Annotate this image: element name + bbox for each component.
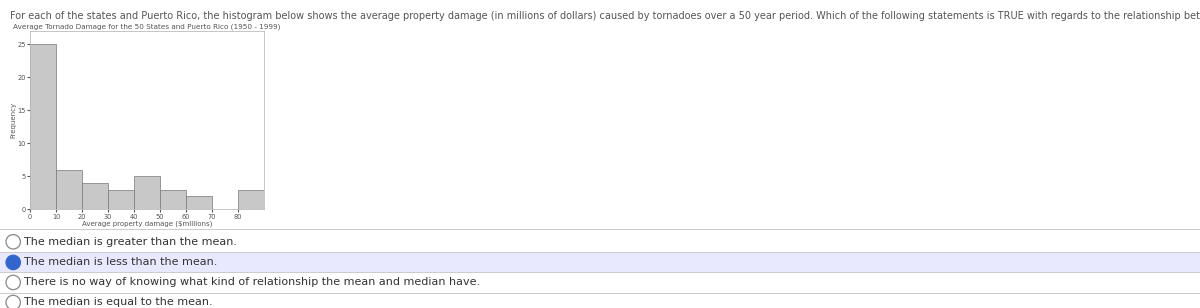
Text: The median is greater than the mean.: The median is greater than the mean. xyxy=(24,237,238,247)
Bar xyxy=(30,44,56,209)
Bar xyxy=(186,196,212,209)
Text: The median is less than the mean.: The median is less than the mean. xyxy=(24,257,217,267)
Bar xyxy=(82,183,108,209)
Bar xyxy=(56,170,82,209)
Bar xyxy=(238,190,264,209)
X-axis label: Average property damage ($millions): Average property damage ($millions) xyxy=(82,221,212,228)
Text: There is no way of knowing what kind of relationship the mean and median have.: There is no way of knowing what kind of … xyxy=(24,278,480,287)
Text: For each of the states and Puerto Rico, the histogram below shows the average pr: For each of the states and Puerto Rico, … xyxy=(10,11,1200,21)
Bar xyxy=(134,176,160,209)
Y-axis label: Frequency: Frequency xyxy=(10,102,16,138)
Title: Average Tornado Damage for the 50 States and Puerto Rico (1950 - 1999): Average Tornado Damage for the 50 States… xyxy=(13,23,281,30)
Bar xyxy=(108,190,134,209)
Text: The median is equal to the mean.: The median is equal to the mean. xyxy=(24,298,212,307)
Bar xyxy=(160,190,186,209)
